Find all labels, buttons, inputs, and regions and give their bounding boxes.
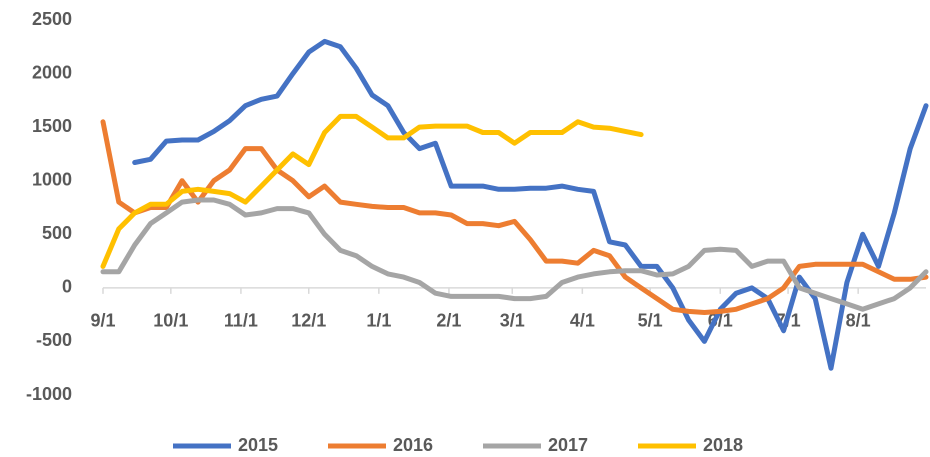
x-tick-label: 5/1 [638,311,663,331]
x-tick-label: 10/1 [153,311,188,331]
y-tick-label: 2000 [32,62,72,82]
y-tick-label: 0 [62,277,72,297]
y-tick-label: 2500 [32,9,72,29]
x-tick-label: 4/1 [570,311,595,331]
y-tick-label: 500 [42,223,72,243]
x-tick-label: 1/1 [366,311,391,331]
x-tick-label: 9/1 [90,311,115,331]
legend-label: 2015 [238,435,278,455]
y-tick-label: 1000 [32,169,72,189]
legend-label: 2016 [393,435,433,455]
y-tick-label: -500 [36,330,72,350]
x-tick-label: 12/1 [291,311,326,331]
series-line [132,38,929,371]
x-tick-label: 11/1 [224,311,258,331]
x-tick-label: 8/1 [846,311,871,331]
legend-label: 2018 [703,435,743,455]
series-line [100,197,929,312]
x-tick-label: 3/1 [500,311,525,331]
x-tick-label: 2/1 [436,311,461,331]
series-line [100,119,929,315]
y-tick-label: 1500 [32,116,72,136]
legend-label: 2017 [548,435,588,455]
series-line [100,113,644,269]
y-tick-label: -1000 [26,384,72,404]
